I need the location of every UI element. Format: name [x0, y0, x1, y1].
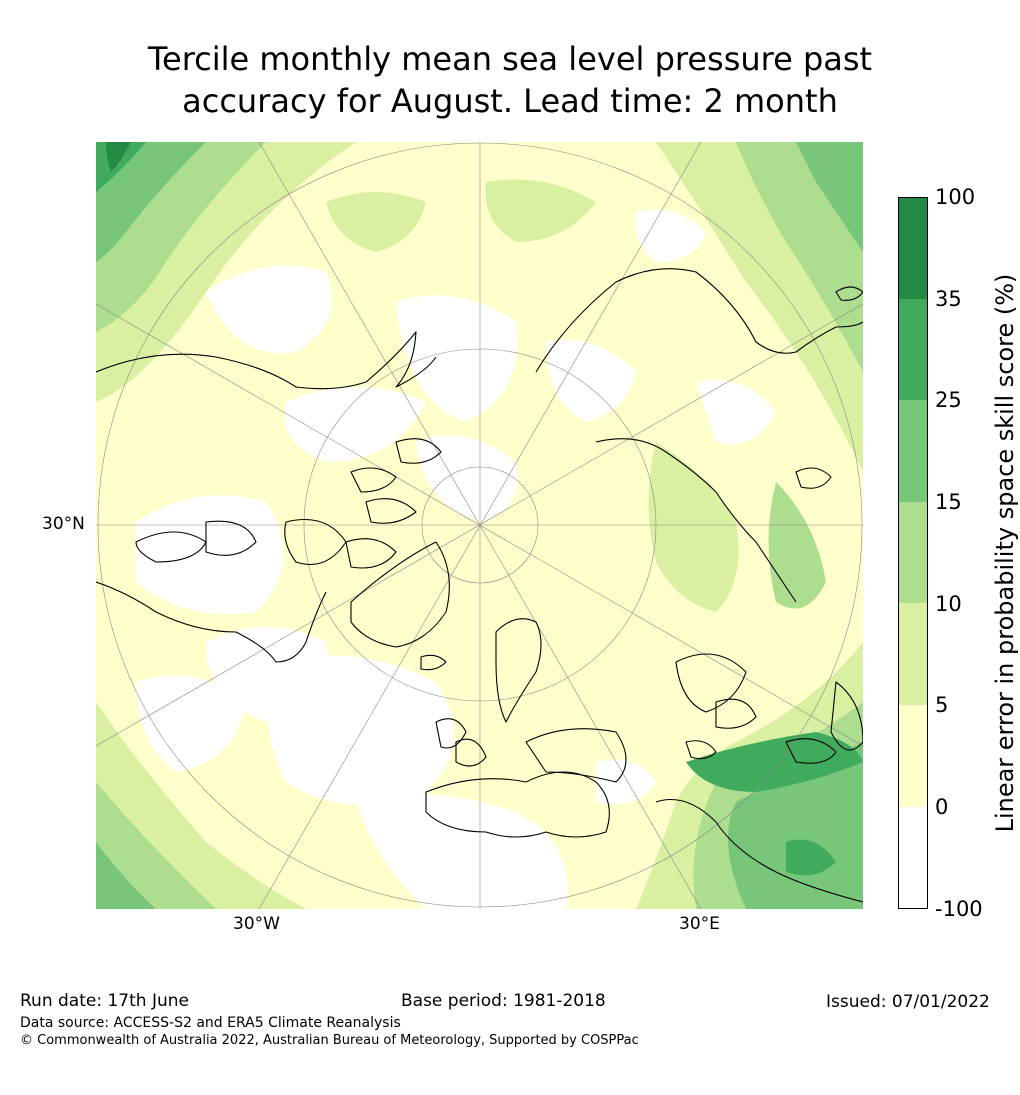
- colorbar-bin-neg100-0: [898, 807, 928, 909]
- colorbar-tick-0: 0: [935, 795, 949, 819]
- lon-label-30w: 30°W: [233, 914, 280, 934]
- colorbar-bin-5-10: [898, 603, 928, 705]
- colorbar-tick-10: 10: [935, 592, 962, 616]
- title-line-1: Tercile monthly mean sea level pressure …: [147, 40, 873, 78]
- lon-label-30e: 30°E: [679, 914, 720, 934]
- colorbar-tick-25: 25: [935, 388, 962, 412]
- colorbar-tick-neg100: -100: [935, 897, 983, 921]
- issued-date: Issued: 07/01/2022: [826, 992, 990, 1012]
- colorbar-bin-10-15: [898, 502, 928, 603]
- colorbar-bin-15-25: [898, 400, 928, 502]
- lat-label-30n: 30°N: [42, 514, 85, 534]
- title-line-2: accuracy for August. Lead time: 2 month: [182, 82, 838, 120]
- base-period: Base period: 1981-2018: [401, 991, 606, 1011]
- run-date: Run date: 17th June: [20, 991, 189, 1011]
- colorbar-title: Linear error in probability space skill …: [991, 273, 1019, 833]
- data-source: Data source: ACCESS-S2 and ERA5 Climate …: [20, 1015, 401, 1031]
- colorbar: [898, 197, 928, 909]
- colorbar-tick-15: 15: [935, 490, 962, 514]
- colorbar-tick-5: 5: [935, 693, 949, 717]
- colorbar-tick-35: 35: [935, 287, 962, 311]
- coastlines: [96, 268, 863, 903]
- graticule: [96, 142, 863, 909]
- copyright: © Commonwealth of Australia 2022, Austra…: [20, 1033, 639, 1048]
- colorbar-bin-0-5: [898, 705, 928, 807]
- colorbar-bin-35-100: [898, 197, 928, 299]
- colorbar-bin-25-35: [898, 299, 928, 400]
- colorbar-tick-100: 100: [935, 185, 976, 209]
- colorbar-bins: [898, 197, 928, 909]
- chart-title: Tercile monthly mean sea level pressure …: [0, 38, 1020, 122]
- skill-score-map: [96, 142, 863, 909]
